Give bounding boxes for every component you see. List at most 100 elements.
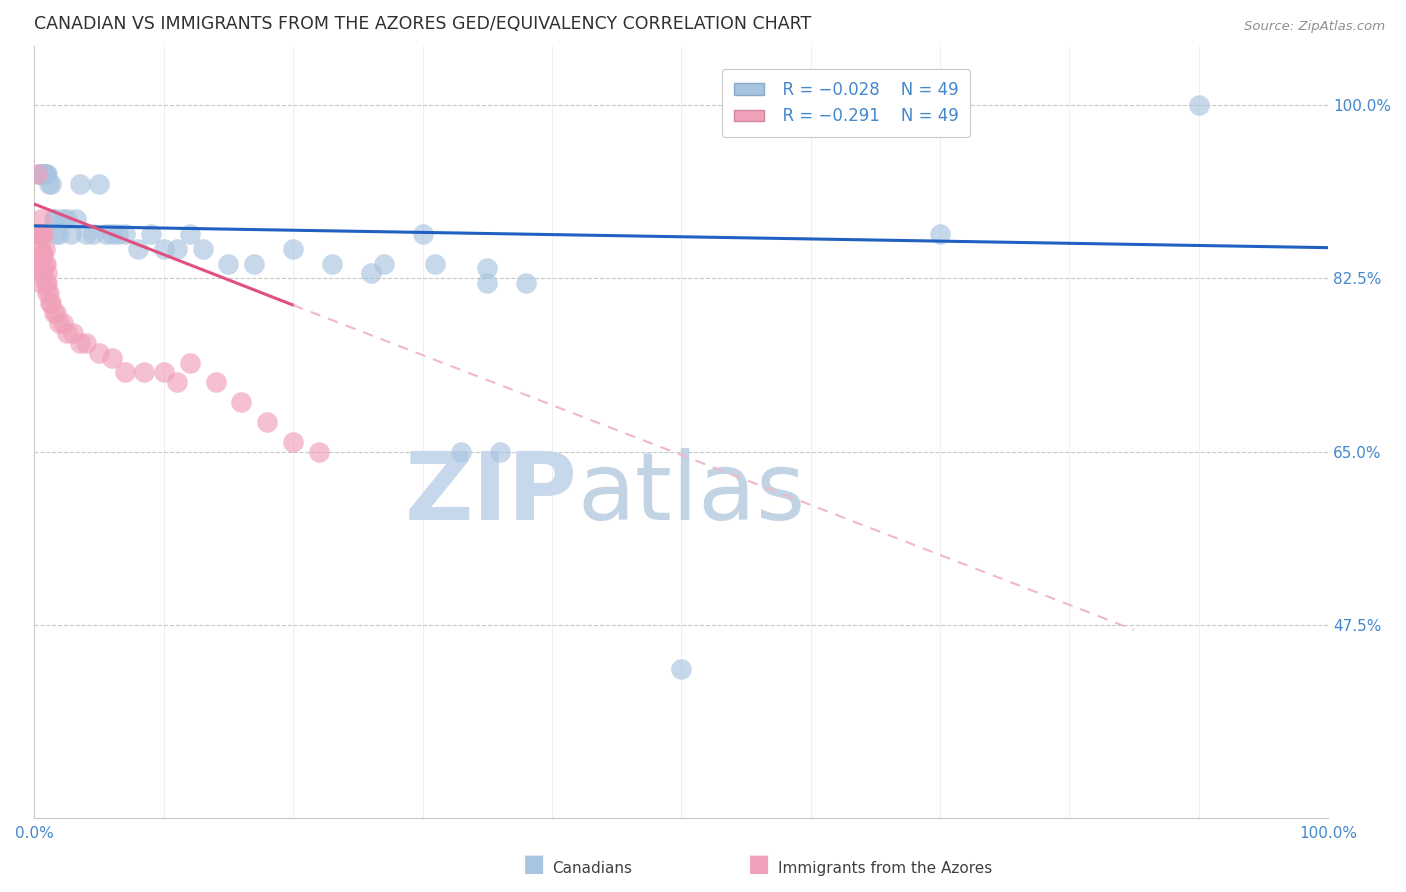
Point [37, 267, 59, 281]
Point [38, 296, 60, 310]
Point [28, 168, 51, 182]
Point [48, 316, 70, 330]
Point [34, 256, 56, 270]
Point [191, 242, 214, 256]
Text: Source: ZipAtlas.com: Source: ZipAtlas.com [1244, 20, 1385, 33]
Point [35, 277, 58, 291]
Point [28, 227, 51, 241]
Point [32, 227, 55, 241]
Point [101, 227, 124, 241]
Point [30, 211, 52, 226]
Point [42, 211, 65, 226]
Point [152, 242, 174, 256]
Text: ■: ■ [523, 852, 546, 876]
Point [37, 286, 59, 301]
Text: atlas: atlas [578, 448, 806, 540]
Point [31, 267, 53, 281]
Point [27, 227, 49, 241]
Point [59, 227, 82, 241]
Point [204, 376, 226, 390]
Point [87, 178, 110, 192]
Point [55, 211, 77, 226]
Point [107, 227, 129, 241]
Point [139, 227, 162, 241]
Point [27, 227, 49, 241]
Point [127, 242, 149, 256]
Point [114, 366, 136, 380]
Point [52, 211, 75, 226]
Point [44, 211, 66, 226]
Point [101, 351, 124, 365]
Point [34, 242, 56, 256]
Point [30, 227, 52, 241]
Text: CANADIAN VS IMMIGRANTS FROM THE AZORES GED/EQUIVALENCY CORRELATION CHART: CANADIAN VS IMMIGRANTS FROM THE AZORES G… [34, 15, 811, 33]
Point [30, 277, 52, 291]
Point [30, 256, 52, 270]
Point [477, 277, 499, 291]
Point [360, 267, 382, 281]
Point [308, 444, 330, 458]
Point [217, 256, 239, 270]
Text: ZIP: ZIP [405, 448, 578, 540]
Point [373, 256, 395, 270]
Point [256, 415, 278, 429]
Point [39, 178, 62, 192]
Point [31, 168, 53, 182]
Point [75, 227, 97, 241]
Point [45, 306, 67, 320]
Point [671, 663, 693, 677]
Point [30, 168, 52, 182]
Point [25, 227, 48, 241]
Point [152, 366, 174, 380]
Point [39, 296, 62, 310]
Point [515, 277, 537, 291]
Point [114, 227, 136, 241]
Point [1188, 98, 1211, 112]
Point [32, 168, 55, 182]
Point [31, 246, 53, 260]
Text: Immigrants from the Azores: Immigrants from the Azores [778, 861, 991, 876]
Point [32, 246, 55, 260]
Point [37, 168, 59, 182]
Point [87, 345, 110, 359]
Point [69, 335, 91, 350]
Point [25, 168, 48, 182]
Point [489, 444, 512, 458]
Point [179, 355, 201, 369]
Point [30, 242, 52, 256]
Point [28, 227, 51, 241]
Point [37, 277, 59, 291]
Point [94, 227, 117, 241]
Point [134, 366, 156, 380]
Point [281, 242, 304, 256]
Point [27, 256, 49, 270]
Point [231, 395, 253, 409]
Point [48, 227, 70, 241]
Point [82, 227, 104, 241]
Point [929, 227, 952, 241]
Point [450, 444, 472, 458]
Point [38, 286, 60, 301]
Point [166, 376, 188, 390]
Point [31, 227, 53, 241]
Point [45, 227, 67, 241]
Point [477, 261, 499, 276]
Point [62, 326, 84, 340]
Point [75, 335, 97, 350]
Point [69, 178, 91, 192]
Point [166, 242, 188, 256]
Point [281, 434, 304, 449]
Point [55, 326, 77, 340]
Point [52, 316, 75, 330]
Text: ■: ■ [748, 852, 770, 876]
Point [34, 168, 56, 182]
Point [35, 168, 58, 182]
Point [38, 178, 60, 192]
Point [32, 267, 55, 281]
Point [321, 256, 343, 270]
Point [425, 256, 447, 270]
Point [412, 227, 434, 241]
Point [25, 227, 48, 241]
Point [243, 256, 266, 270]
Point [35, 256, 58, 270]
